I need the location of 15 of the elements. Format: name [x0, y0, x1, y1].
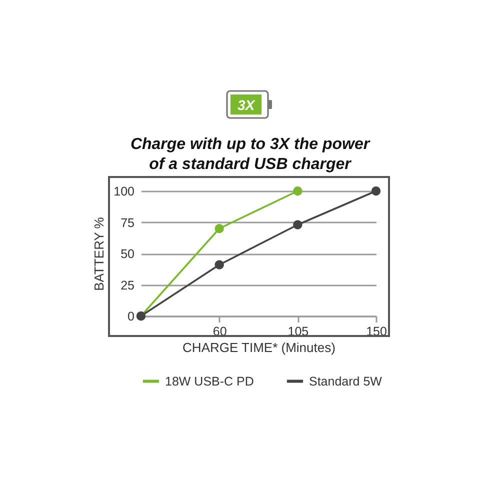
y-tick-label: 100 [114, 184, 135, 198]
y-axis-title: BATTERY % [92, 216, 106, 291]
point [214, 224, 224, 234]
point [371, 186, 381, 196]
legend-label: 18W USB-C PD [165, 374, 254, 388]
x-axis-title: CHARGE TIME* (Minutes) [182, 340, 336, 355]
legend-label: Standard 5W [309, 374, 382, 388]
chart-title: Charge with up to 3X the power of a standard USB charger [129, 135, 372, 175]
point [293, 186, 302, 196]
y-tick-label: 75 [120, 216, 135, 230]
y-tick-label: 50 [120, 247, 135, 261]
point [214, 260, 224, 270]
point [293, 220, 302, 230]
y-tick-label: 25 [120, 278, 135, 292]
y-tick-label: 0 [128, 310, 135, 324]
